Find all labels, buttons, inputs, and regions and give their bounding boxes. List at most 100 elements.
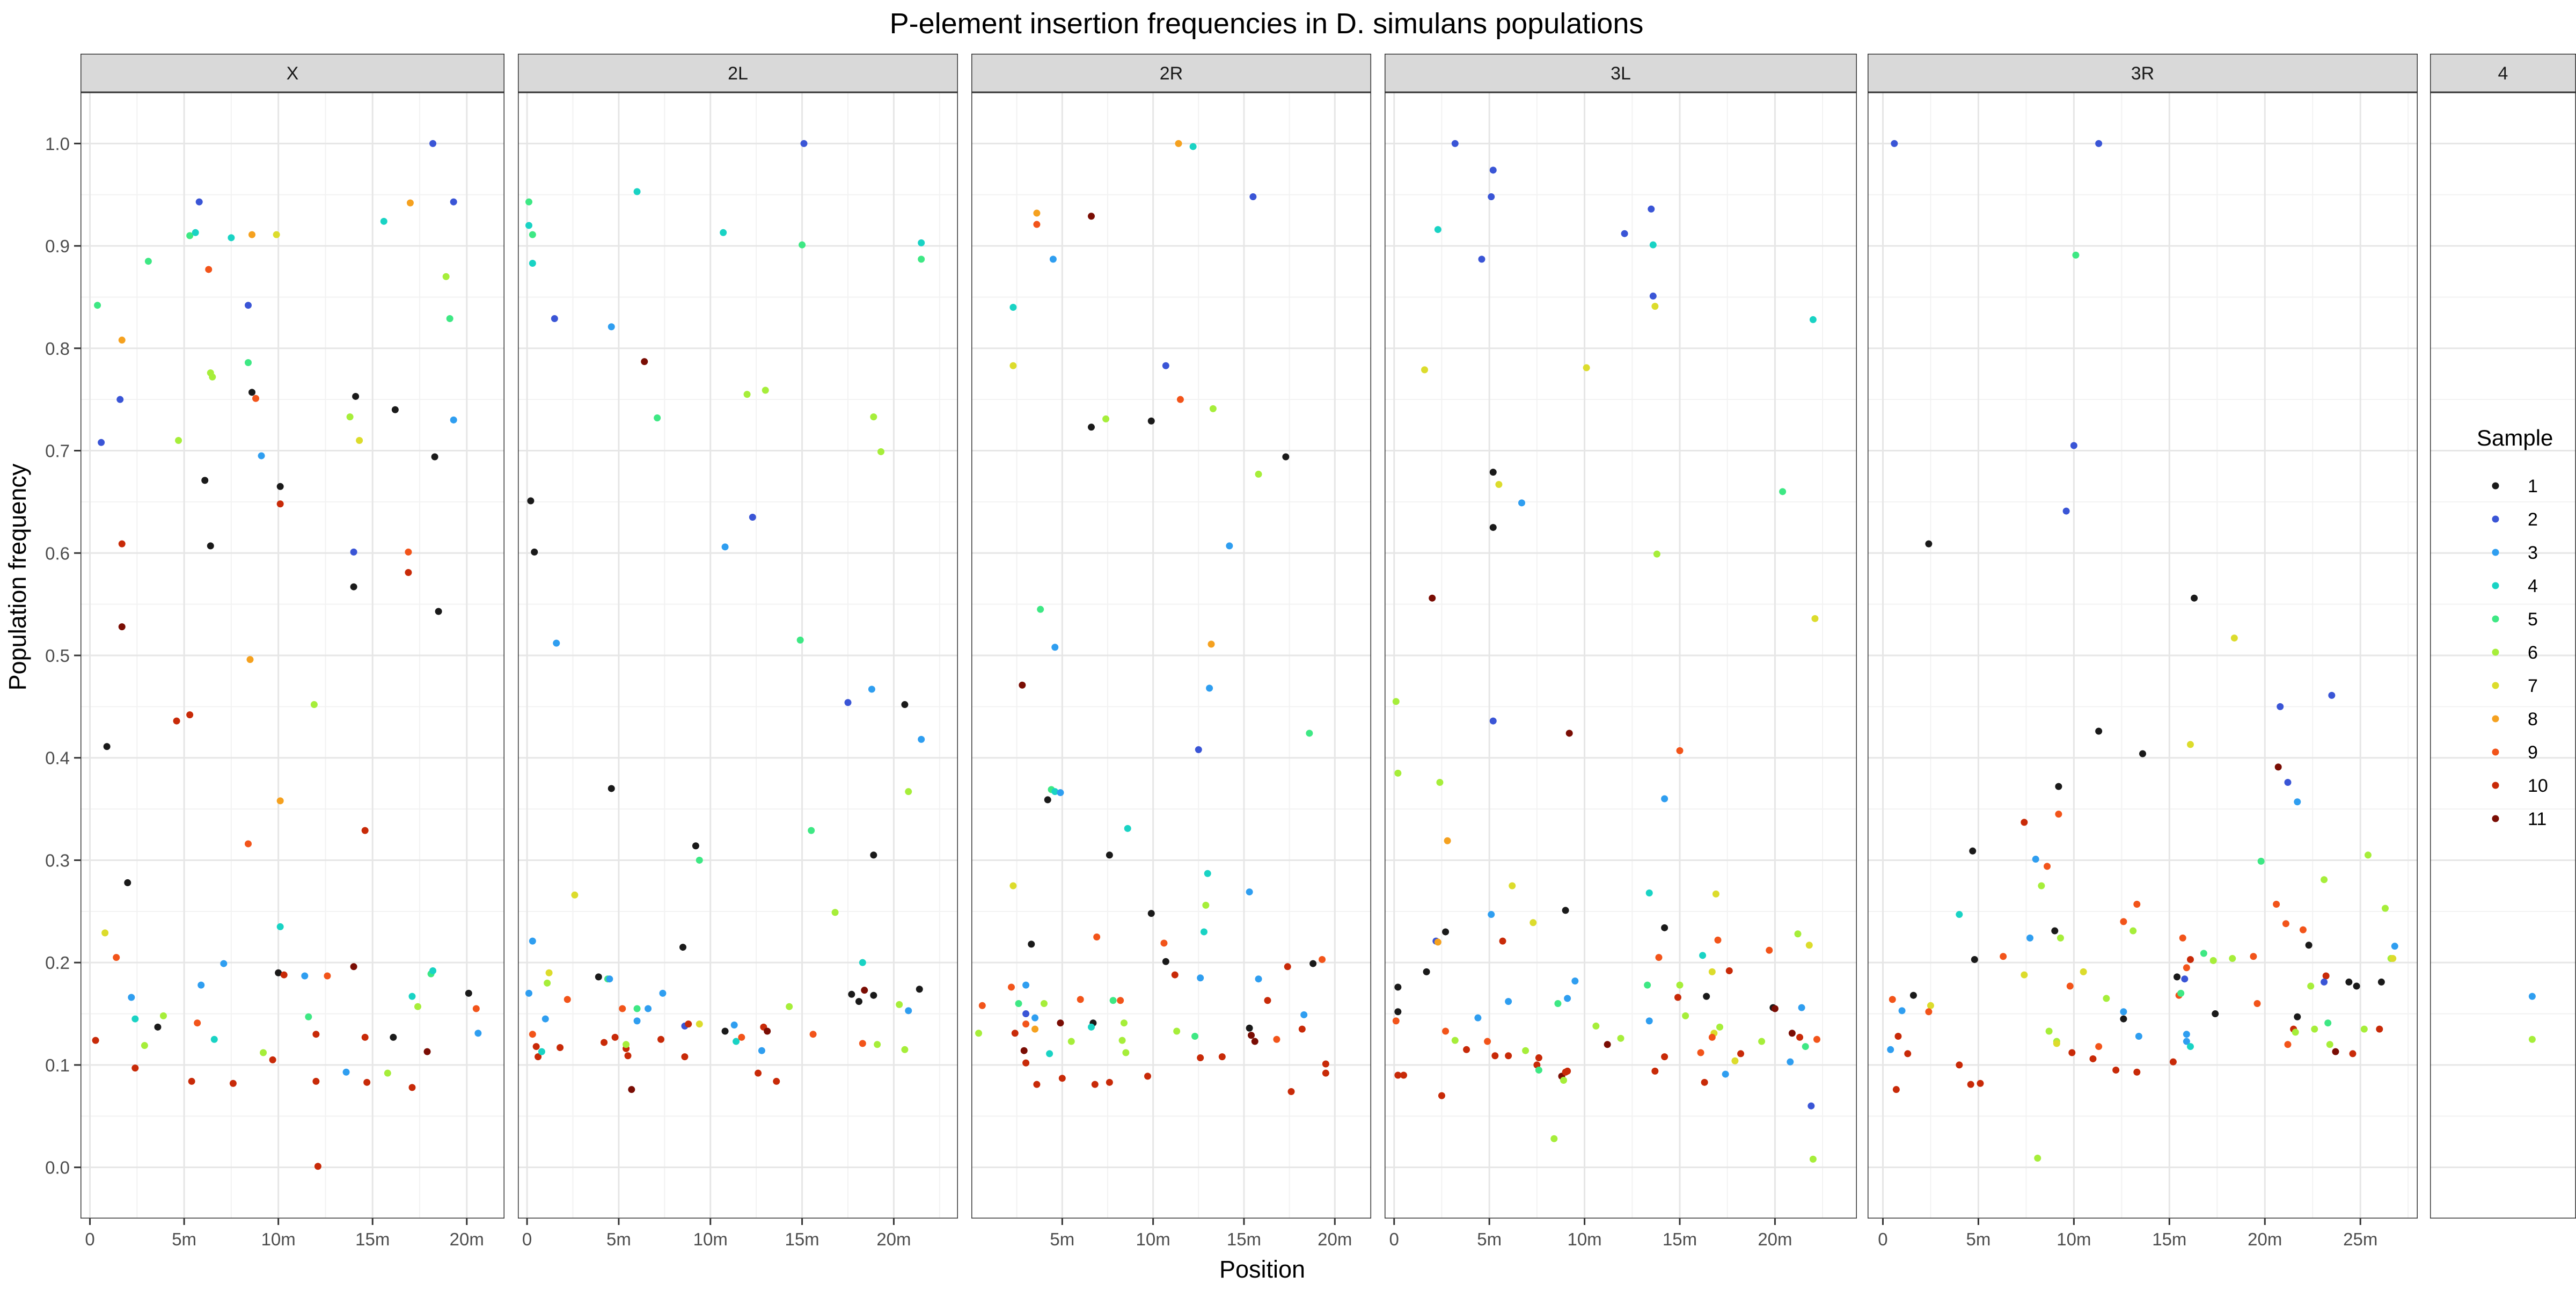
data-point-sample-3 (645, 1005, 652, 1012)
data-point-sample-1 (1088, 424, 1095, 431)
data-point-sample-10 (1499, 937, 1506, 945)
data-point-sample-1 (1028, 940, 1035, 948)
legend-swatch (2492, 748, 2499, 756)
data-point-sample-6 (260, 1049, 267, 1056)
data-point-sample-10 (1564, 1067, 1571, 1075)
legend-swatch (2492, 615, 2499, 623)
facet-panel-4: 4 (2430, 54, 2576, 1219)
data-point-sample-10 (657, 1035, 664, 1043)
facet-strip (971, 54, 1371, 93)
data-point-sample-9 (1392, 1017, 1400, 1025)
data-point-sample-4 (210, 1035, 218, 1043)
data-point-sample-4 (1200, 928, 1208, 936)
data-point-sample-3 (1049, 256, 1057, 263)
data-point-sample-1 (352, 392, 360, 400)
data-point-sample-3 (2032, 856, 2039, 863)
x-tick-label: 10m (1136, 1229, 1170, 1249)
data-point-sample-6 (1682, 1012, 1689, 1019)
data-point-sample-6 (1758, 1038, 1766, 1045)
x-tick-label: 15m (1663, 1229, 1697, 1249)
data-point-sample-7 (571, 891, 579, 899)
data-point-sample-11 (1429, 594, 1436, 602)
data-point-sample-5 (94, 302, 101, 309)
data-point-sample-5 (1191, 1033, 1199, 1040)
data-point-sample-6 (1560, 1077, 1568, 1084)
data-point-sample-2 (429, 140, 437, 147)
data-point-sample-9 (2000, 953, 2007, 960)
data-point-sample-5 (1306, 730, 1313, 737)
data-point-sample-6 (1794, 930, 1802, 938)
data-point-sample-9 (2044, 863, 2051, 870)
legend-title: Sample (2477, 425, 2553, 450)
data-point-sample-10 (1091, 1081, 1099, 1088)
data-point-sample-3 (220, 960, 228, 967)
data-point-sample-9 (324, 972, 331, 980)
data-point-sample-10 (1956, 1061, 1963, 1069)
data-point-sample-9 (2183, 964, 2190, 972)
data-point-sample-6 (786, 1003, 793, 1010)
data-point-sample-6 (623, 1041, 630, 1048)
data-point-sample-3 (1571, 978, 1579, 985)
data-point-sample-1 (103, 743, 111, 750)
facet-strip (2430, 54, 2576, 93)
data-point-sample-10 (1674, 994, 1681, 1001)
chart-title: P-element insertion frequencies in D. si… (890, 8, 1644, 40)
data-point-sample-9 (1022, 1020, 1030, 1028)
data-point-sample-1 (1489, 524, 1497, 531)
data-point-sample-9 (2282, 920, 2289, 928)
data-point-sample-10 (1011, 1030, 1019, 1037)
data-point-sample-6 (2292, 1029, 2299, 1036)
data-point-sample-10 (1264, 997, 1271, 1004)
data-point-sample-10 (601, 1039, 608, 1046)
data-point-sample-2 (2328, 691, 2336, 699)
data-point-sample-7 (1421, 366, 1429, 374)
data-point-sample-6 (1653, 550, 1660, 558)
x-tick-label: 0 (1389, 1229, 1399, 1249)
data-point-sample-5 (696, 856, 703, 864)
facet-strip-label: 2R (1160, 63, 1183, 84)
x-tick-label: 5m (1966, 1229, 1991, 1249)
x-tick-label: 0 (85, 1229, 94, 1249)
data-point-sample-9 (2179, 934, 2186, 942)
data-point-sample-1 (275, 969, 282, 976)
data-point-sample-9 (2253, 1000, 2261, 1007)
x-tick-label: 10m (1567, 1229, 1601, 1249)
data-point-sample-2 (800, 140, 808, 147)
data-point-sample-10 (1197, 1054, 1204, 1062)
data-point-sample-10 (685, 1020, 692, 1028)
data-point-sample-5 (799, 241, 806, 249)
data-point-sample-6 (1716, 1023, 1724, 1031)
data-point-sample-4 (228, 234, 235, 242)
data-point-sample-10 (1661, 1053, 1668, 1061)
data-point-sample-11 (764, 1027, 771, 1035)
panel-contents: 2L (518, 54, 958, 1219)
legend-label: 5 (2528, 609, 2538, 630)
data-point-sample-9 (2273, 900, 2280, 908)
data-point-sample-7 (2021, 971, 2028, 979)
data-point-sample-5 (446, 315, 453, 323)
data-point-sample-1 (916, 986, 923, 993)
data-point-sample-6 (743, 391, 751, 398)
data-point-sample-9 (2250, 953, 2257, 960)
data-point-sample-3 (342, 1068, 350, 1076)
data-point-sample-1 (527, 497, 535, 505)
data-point-sample-5 (2177, 989, 2185, 997)
data-point-sample-2 (1489, 166, 1497, 174)
data-point-sample-3 (1645, 1017, 1653, 1025)
x-tick-label: 10m (261, 1229, 296, 1249)
data-point-sample-1 (390, 1033, 397, 1041)
data-point-sample-3 (1226, 542, 1233, 550)
data-point-sample-4 (1434, 226, 1441, 234)
data-point-sample-3 (1898, 1007, 1906, 1015)
data-point-sample-6 (2045, 1027, 2053, 1035)
data-point-sample-3 (1488, 911, 1495, 918)
facet-strip (1868, 54, 2418, 93)
data-point-sample-6 (2129, 927, 2137, 935)
data-point-sample-4 (2186, 1043, 2194, 1051)
data-point-sample-6 (2321, 876, 2328, 884)
y-tick-label: 0.0 (45, 1158, 70, 1178)
data-point-sample-2 (844, 699, 852, 706)
legend-label: 3 (2528, 543, 2538, 563)
data-point-sample-9 (809, 1031, 817, 1038)
